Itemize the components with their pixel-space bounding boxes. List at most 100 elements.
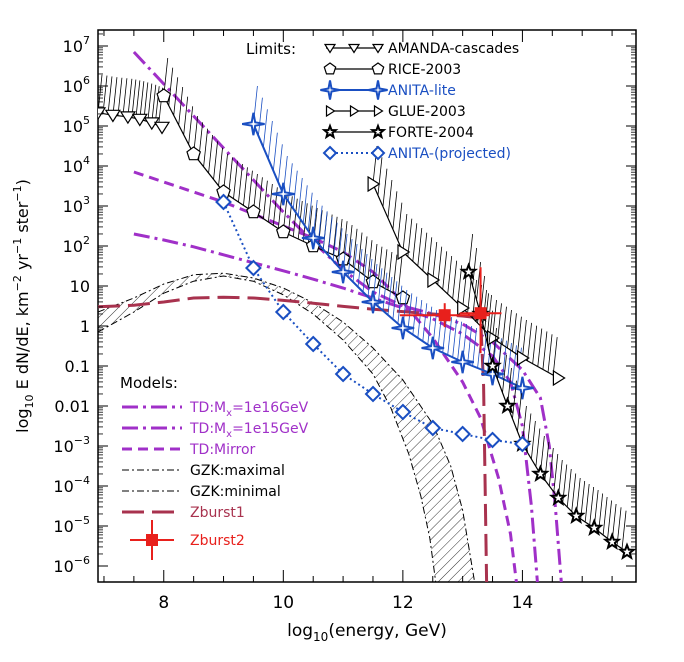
limit-hatch — [442, 251, 448, 290]
limit-hatch — [502, 306, 507, 345]
limit-hatch — [512, 380, 517, 419]
legend-limits-title: Limits: — [246, 40, 296, 58]
data-point — [334, 365, 352, 383]
limit-hatch — [492, 299, 497, 339]
limit-hatch — [382, 249, 388, 288]
data-point — [320, 80, 340, 100]
limit-hatch — [131, 79, 137, 118]
data-point — [186, 146, 202, 161]
limit-hatch — [117, 77, 123, 116]
limit-hatch — [417, 227, 423, 267]
data-point — [215, 193, 232, 211]
limit-hatch — [213, 141, 218, 180]
limit-hatch — [337, 218, 343, 258]
legend-entry-rice-2003: RICE-2003 — [388, 62, 461, 78]
limit-hatch — [173, 77, 179, 116]
limit-hatch — [122, 78, 128, 117]
limit-hatch — [472, 327, 478, 367]
data-point — [322, 145, 338, 161]
limit-hatch — [357, 248, 363, 288]
limit-hatch — [112, 77, 118, 116]
data-point — [131, 113, 148, 127]
limit-hatch — [208, 134, 213, 174]
legend-entry-gzk-minimal: GZK:minimal — [190, 484, 281, 500]
limit-hatch — [447, 316, 453, 356]
limit-hatch — [218, 147, 223, 186]
limit-hatch — [530, 420, 536, 460]
limit-hatch — [457, 265, 463, 304]
y-tick-label: 102 — [63, 234, 90, 256]
limit-hatch — [392, 191, 398, 230]
data-point — [617, 542, 636, 561]
limit-hatch — [151, 84, 157, 123]
data-point — [552, 369, 566, 387]
data-point — [325, 104, 336, 118]
limit-hatch — [512, 313, 517, 352]
data-point — [246, 204, 261, 219]
legend-entry-anita-projected-: ANITA-(projected) — [388, 146, 511, 162]
legend-entry-td-m-1e15gev: TD:Mx=1e15GeV — [189, 421, 309, 440]
limit-hatch — [352, 228, 358, 267]
data-point — [271, 182, 295, 206]
limit-hatch — [397, 285, 403, 324]
data-point — [156, 88, 172, 103]
limit-hatch — [537, 328, 543, 367]
limit-hatch — [382, 272, 388, 311]
data-point — [391, 316, 415, 340]
data-point — [371, 43, 385, 54]
limit-hatch — [517, 393, 522, 432]
limit-hatch — [287, 196, 293, 235]
limit-hatch — [553, 453, 559, 493]
limit-hatch — [362, 253, 368, 293]
limit-hatch — [337, 228, 343, 267]
limit-hatch — [402, 213, 408, 253]
limit-hatch — [552, 337, 558, 376]
y-tick-label: 10−6 — [53, 554, 90, 576]
data-point — [371, 62, 385, 75]
limit-hatch — [584, 483, 590, 523]
model-curve-td-m-1e16gev — [132, 50, 563, 582]
limit-hatch — [542, 331, 548, 370]
legend-zburst2-marker — [146, 534, 158, 546]
limit-hatch — [267, 183, 273, 223]
data-point — [368, 80, 388, 100]
data-point — [566, 506, 586, 525]
limit-hatch — [452, 260, 458, 299]
data-point — [104, 109, 121, 123]
limit-hatch — [512, 345, 517, 384]
x-axis-label: log10(energy, GeV) — [287, 621, 447, 644]
limit-hatch — [517, 316, 522, 355]
limit-hatch — [98, 74, 103, 113]
data-point — [119, 111, 136, 125]
limit-hatch — [292, 198, 298, 237]
data-point — [153, 121, 171, 135]
y-tick-label: 0.1 — [65, 357, 90, 376]
data-point — [373, 104, 384, 118]
limit-hatch — [422, 303, 428, 342]
limit-hatch — [427, 306, 433, 345]
limit-hatch — [377, 157, 383, 196]
limit-hatch — [427, 237, 433, 276]
limit-hatch — [397, 202, 403, 241]
limit-hatch — [233, 160, 238, 199]
y-tick-label: 103 — [63, 194, 90, 216]
data-point — [459, 262, 479, 281]
limit-hatch — [243, 167, 248, 206]
limit-hatch — [407, 293, 413, 332]
limit-hatch — [452, 319, 458, 358]
limit-hatch — [621, 510, 627, 549]
limit-hatch — [302, 185, 308, 224]
limit-hatch — [262, 180, 268, 219]
data-point — [244, 259, 262, 277]
data-point — [548, 488, 568, 507]
limit-hatch — [178, 86, 184, 126]
zburst2-point — [438, 309, 451, 322]
limit-hatch — [248, 170, 253, 209]
limit-hatch — [497, 303, 502, 342]
y-axis-label: log10 E dN/dE, km−2 yr−1 ster−1) — [11, 179, 36, 433]
limit-hatch — [407, 218, 413, 257]
data-point — [370, 145, 386, 161]
x-tick-label: 14 — [512, 593, 534, 613]
limit-hatch — [168, 67, 174, 106]
legend-entry-zburst1: Zburst1 — [190, 505, 245, 521]
